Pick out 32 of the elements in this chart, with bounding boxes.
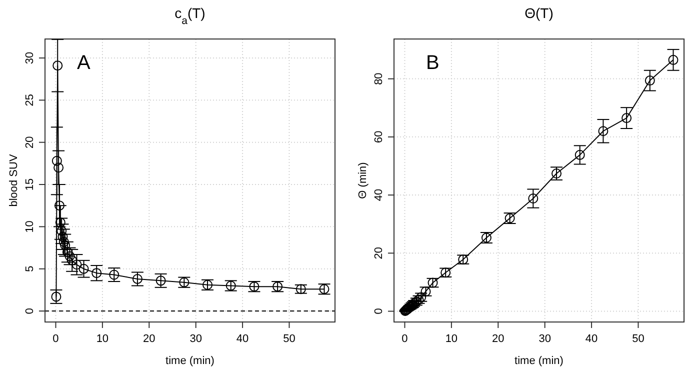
y-tick-label: 0 (373, 308, 385, 314)
x-tick-label: 50 (283, 333, 296, 345)
chart-title: Θ(T) (524, 5, 554, 21)
y-axis-title: blood SUV (8, 154, 20, 207)
y-tick-label: 0 (24, 308, 36, 314)
x-tick-label: 30 (538, 333, 551, 345)
y-tick-label: 5 (24, 266, 36, 272)
x-tick-label: 30 (190, 333, 202, 345)
y-axis-title: Θ (min) (357, 162, 369, 199)
x-tick-label: 10 (96, 333, 109, 345)
x-tick-label: 40 (585, 333, 598, 345)
y-tick-label: 20 (373, 247, 385, 260)
y-tick-label: 40 (373, 188, 385, 202)
x-tick-label: 20 (492, 333, 504, 345)
y-tick-label: 25 (24, 94, 36, 106)
x-tick-label: 40 (236, 333, 249, 345)
x-axis-title: time (min) (514, 355, 564, 367)
y-tick-label: 30 (24, 52, 36, 64)
x-axis-title: time (min) (166, 355, 214, 367)
x-tick-label: 50 (632, 333, 644, 345)
annotation: A (77, 52, 91, 74)
annotation: B (426, 52, 440, 74)
x-tick-label: 10 (445, 333, 458, 345)
y-tick-label: 60 (373, 130, 385, 144)
x-tick-label: 20 (143, 333, 156, 345)
y-tick-label: 20 (24, 136, 36, 148)
x-tick-label: 0 (52, 333, 59, 345)
y-tick-label: 10 (24, 220, 36, 233)
y-tick-label: 80 (373, 72, 385, 85)
y-tick-label: 15 (24, 178, 36, 191)
chart-title: c$_{a}$(T) (174, 5, 206, 27)
x-tick-label: 0 (402, 333, 408, 345)
